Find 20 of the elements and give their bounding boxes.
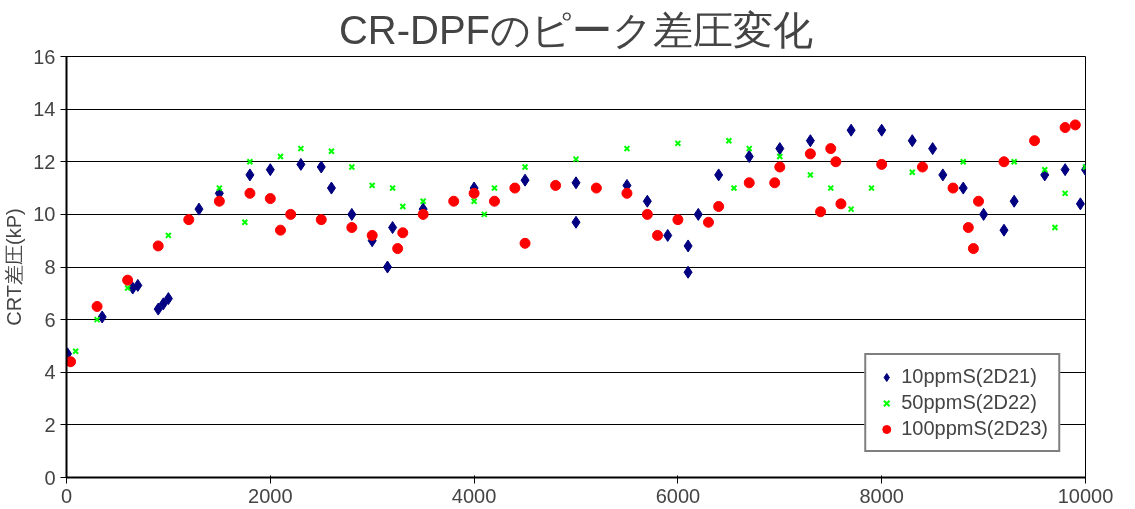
y-tick-label: 0	[44, 466, 56, 489]
legend-label: 10ppmS(2D21)	[901, 365, 1037, 388]
y-tick-label: 4	[44, 361, 56, 384]
y-tick-label: 12	[33, 150, 56, 173]
chart-title: CR-DPFのピーク差圧変化	[338, 7, 814, 52]
y-axis-title: CRT差圧(kP)	[3, 208, 26, 326]
x-tick-label: 8000	[859, 484, 904, 507]
y-tick-label: 16	[33, 45, 56, 68]
y-tick-label: 10	[33, 203, 56, 226]
y-tick-label: 14	[33, 98, 56, 121]
x-tick-label: 4000	[451, 484, 497, 507]
legend-label: 50ppmS(2D22)	[901, 391, 1037, 414]
legend-label: 100ppmS(2D23)	[901, 417, 1048, 440]
x-tick-label: 6000	[655, 484, 701, 507]
x-tick-label: 2000	[248, 484, 293, 507]
y-tick-label: 8	[44, 256, 56, 278]
x-tick-label: 0	[60, 484, 73, 507]
y-tick-label: 2	[44, 413, 56, 436]
y-tick-label: 6	[44, 308, 56, 331]
x-tick-label: 10000	[1057, 484, 1114, 507]
